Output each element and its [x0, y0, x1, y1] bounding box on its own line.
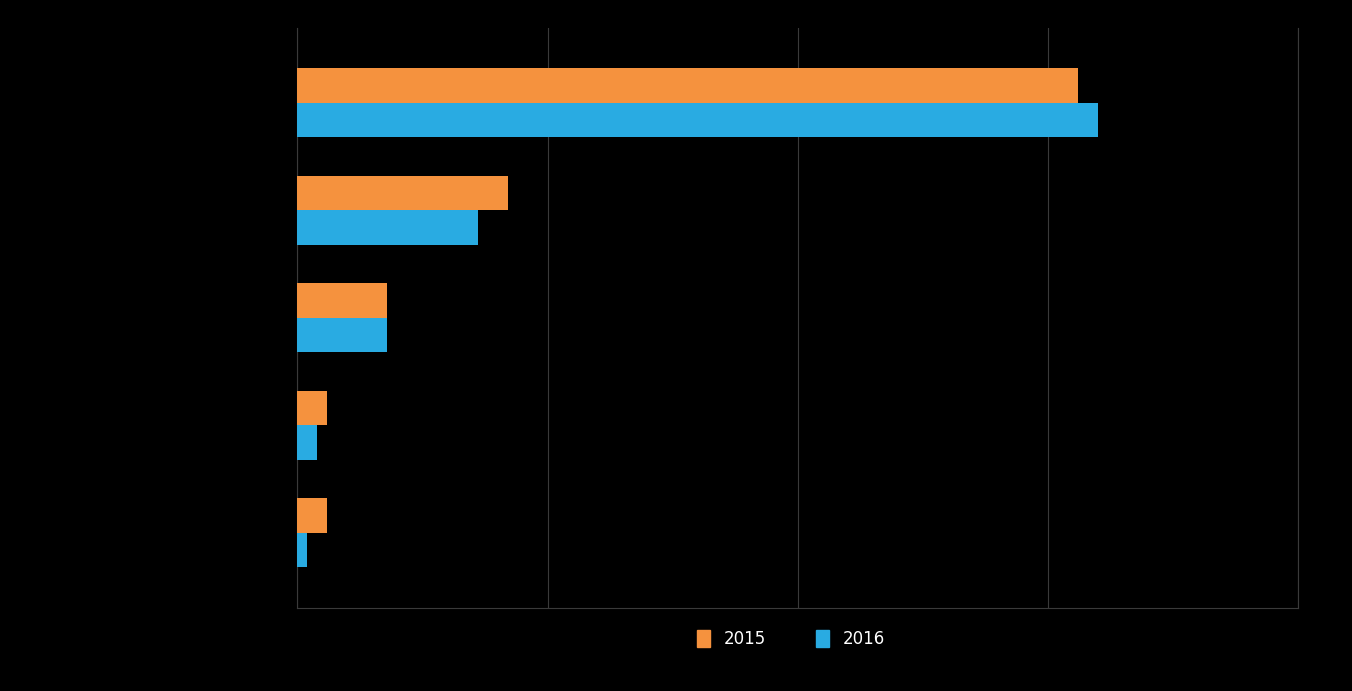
Bar — [297, 498, 327, 533]
Bar — [297, 318, 388, 352]
Bar — [297, 176, 507, 210]
Bar — [297, 533, 307, 567]
Bar — [297, 210, 477, 245]
Bar — [297, 426, 318, 460]
Bar — [297, 103, 1098, 138]
Legend: 2015, 2016: 2015, 2016 — [691, 623, 891, 655]
Bar — [297, 283, 388, 318]
Bar — [297, 391, 327, 426]
Bar — [297, 68, 1078, 103]
